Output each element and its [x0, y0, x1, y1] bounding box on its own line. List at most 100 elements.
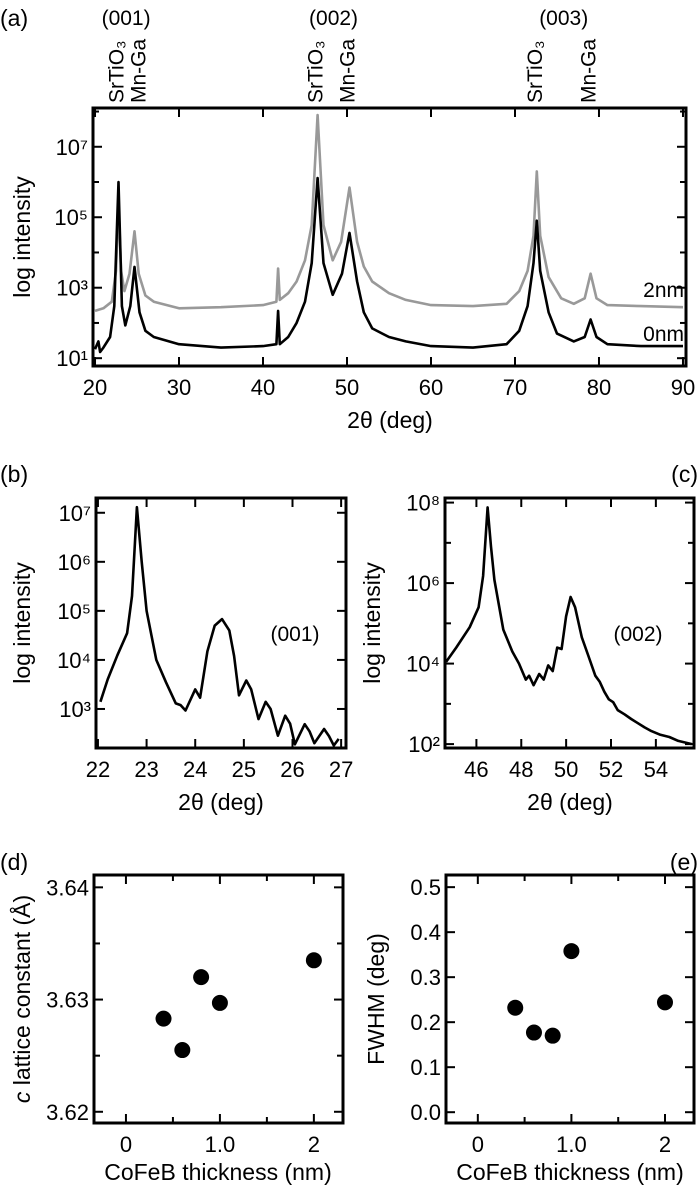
data-point — [155, 1010, 172, 1027]
y-axis-label-italic: c — [9, 1091, 35, 1103]
data-point — [193, 969, 210, 986]
panel-label: (d) — [0, 849, 28, 875]
y-tick-label: 10¹ — [56, 346, 88, 371]
x-tick-label: 20 — [83, 375, 107, 400]
peak-label: SrTiO₃ — [106, 40, 129, 103]
y-axis-label: log intensity — [9, 562, 35, 684]
panel-a: (a) 20 30 40 50 60 70 80 90 10¹ 10³ 10⁵ 10⁷ 2θ (deg) l… — [0, 5, 695, 433]
y-tick-label: 0.4 — [410, 920, 441, 945]
y-axis-label: log intensity — [9, 176, 35, 298]
y-tick-label: 10⁸ — [406, 491, 440, 516]
x-tick-label: 46 — [464, 757, 488, 782]
y-tick-label: 10³ — [56, 276, 88, 301]
y-tick-label: 10⁷ — [59, 501, 91, 526]
y-axis-label-text: lattice constant (Å) — [8, 895, 35, 1092]
data-point — [305, 952, 322, 969]
plot-frame — [91, 106, 688, 368]
x-tick-label: 0 — [120, 1132, 132, 1157]
x-axis-label: CoFeB thickness (nm) — [456, 1159, 684, 1185]
series-line-0nm — [93, 176, 683, 354]
panel-label: (e) — [670, 849, 698, 875]
y-tick-label: 10⁷ — [56, 135, 88, 160]
data-point — [507, 999, 524, 1016]
y-axis-label: FWHM (deg) — [363, 933, 389, 1065]
y-tick-label: 3.62 — [46, 1100, 89, 1125]
x-tick-label: 1.0 — [205, 1132, 236, 1157]
x-axis-label: 2θ (deg) — [347, 407, 433, 433]
series-line-0 — [445, 506, 693, 746]
x-axis-label: 2θ (deg) — [178, 789, 264, 815]
y-tick-label: 3.63 — [46, 988, 89, 1013]
y-tick-label: 10³ — [59, 697, 91, 722]
reflection-label: (002) — [613, 623, 662, 646]
x-tick-label: 24 — [183, 757, 207, 782]
reflection-label: (002) — [309, 7, 358, 30]
data-point — [544, 1027, 561, 1044]
plot-frame — [94, 496, 348, 750]
x-axis-label: CoFeB thickness (nm) — [104, 1159, 332, 1185]
y-tick-label: 0.0 — [410, 1100, 441, 1125]
y-tick-label: 10⁵ — [54, 205, 88, 230]
y-axis-label-text: FWHM (deg) — [363, 933, 389, 1065]
x-tick-label: 0 — [472, 1132, 484, 1157]
panel-d: (d) 0 1.0 2 3.62 3.63 3.64 CoFeB thickness (nm)… — [0, 849, 345, 1185]
x-tick-label: 80 — [587, 375, 611, 400]
peak-label: Mn-Ga — [578, 39, 601, 104]
reflection-label: (003) — [539, 7, 588, 30]
series-label-2nm: 2nm — [643, 279, 684, 302]
data-point — [525, 1024, 542, 1041]
reflection-label: (001) — [102, 7, 151, 30]
data-point — [563, 943, 580, 960]
reflection-label: (001) — [270, 623, 319, 646]
peak-label: Mn-Ga — [337, 39, 360, 104]
data-point — [211, 994, 228, 1011]
y-tick-label: 3.64 — [46, 875, 89, 900]
y-tick-label: 10⁶ — [57, 550, 91, 575]
x-tick-label: 40 — [251, 375, 275, 400]
x-tick-label: 90 — [671, 375, 695, 400]
series-line-2nm — [94, 113, 684, 313]
y-tick-label: 10⁵ — [57, 599, 91, 624]
y-tick-label: 0.3 — [410, 965, 441, 990]
panel-c: (c) 46 48 50 52 54 10² 10⁴ 10⁶ 10⁸ 2θ (deg) log int… — [359, 461, 698, 815]
x-tick-label: 2 — [308, 1132, 320, 1157]
data-point — [174, 1042, 191, 1059]
y-axis-label-text: log intensity — [9, 562, 35, 684]
panel-label: (a) — [0, 5, 28, 31]
x-tick-label: 25 — [232, 757, 256, 782]
y-axis-label: c lattice constant (Å) — [8, 895, 35, 1103]
plot-frame — [92, 873, 345, 1125]
y-tick-label: 0.5 — [410, 875, 441, 900]
peak-label: SrTiO₃ — [524, 40, 547, 103]
y-axis-label-text: log intensity — [359, 562, 385, 684]
series-line-0 — [99, 505, 340, 747]
panel-label: (b) — [0, 461, 28, 487]
x-tick-label: 70 — [503, 375, 527, 400]
y-axis-label-text: log intensity — [9, 176, 35, 298]
peak-label: SrTiO₃ — [305, 40, 328, 103]
y-tick-label: 0.1 — [410, 1055, 441, 1080]
data-point — [656, 994, 673, 1011]
y-tick-label: 10⁶ — [406, 571, 440, 596]
x-tick-label: 2 — [659, 1132, 671, 1157]
x-tick-label: 27 — [329, 757, 353, 782]
x-axis-label: 2θ (deg) — [527, 789, 613, 815]
x-tick-label: 50 — [554, 757, 578, 782]
x-tick-label: 54 — [644, 757, 668, 782]
y-axis-label: log intensity — [359, 562, 385, 684]
x-tick-label: 30 — [167, 375, 191, 400]
series-label-0nm: 0nm — [643, 323, 684, 346]
peak-label: Mn-Ga — [128, 39, 151, 104]
x-tick-label: 60 — [419, 375, 443, 400]
y-tick-label: 0.2 — [410, 1010, 441, 1035]
plot-frame — [444, 873, 696, 1125]
panel-b: (b) 22 23 24 25 26 27 10³ 10⁴ 10⁵ 10⁶ 10⁷ 2θ (deg) lo… — [0, 461, 353, 815]
panel-label: (c) — [671, 461, 698, 487]
y-tick-label: 10⁴ — [57, 648, 91, 673]
x-tick-label: 1.0 — [556, 1132, 587, 1157]
x-tick-label: 22 — [86, 757, 110, 782]
x-tick-label: 52 — [599, 757, 623, 782]
panel-e: (e) 0 1.0 2 0.0 0.1 0.2 0.3 0.4 0.5 CoFeB thicknes… — [363, 849, 698, 1185]
y-tick-label: 10² — [408, 732, 440, 757]
y-tick-label: 10⁴ — [406, 652, 440, 677]
